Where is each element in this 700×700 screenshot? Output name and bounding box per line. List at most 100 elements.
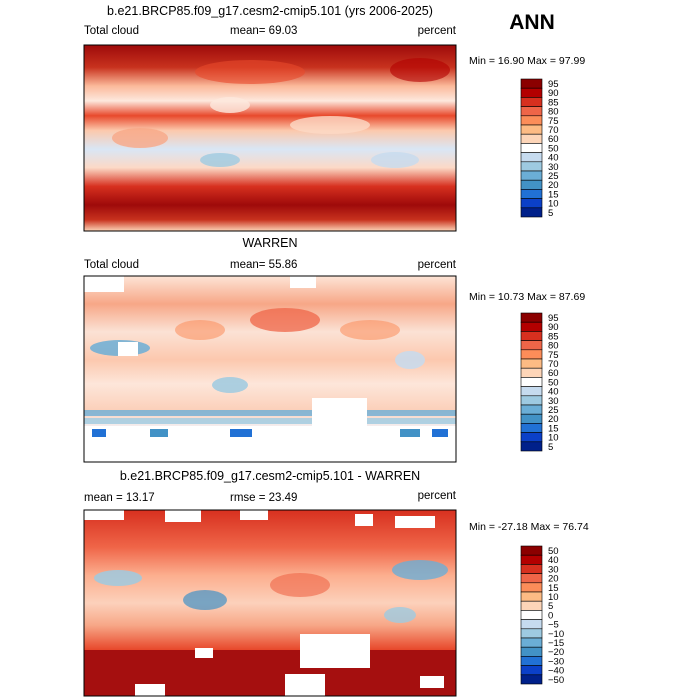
colorbar-swatch <box>520 674 543 685</box>
colorbar-tick-label: 40 <box>548 387 559 398</box>
colorbar-swatch <box>520 133 543 144</box>
panel-model-minmax: Min = 16.90 Max = 97.99 <box>469 55 585 67</box>
colorbar-tick-label: 50 <box>548 377 559 388</box>
colorbar-swatch <box>520 106 543 117</box>
colorbar-swatch <box>520 665 543 676</box>
panel-diff-map <box>84 510 456 696</box>
colorbar-swatch <box>520 358 543 369</box>
colorbar-swatch <box>520 124 543 135</box>
colorbar-tick-label: −5 <box>548 620 559 631</box>
colorbar-tick-label: 75 <box>548 116 559 127</box>
colorbar-swatch <box>520 619 543 630</box>
panel-diff-title: b.e21.BRCP85.f09_g17.cesm2-cmip5.101 - W… <box>120 469 420 483</box>
season-label: ANN <box>509 11 555 34</box>
colorbar-swatch <box>520 321 543 332</box>
colorbar-tick-label: 40 <box>548 153 559 164</box>
panel-obs-frame <box>83 275 457 463</box>
colorbar-tick-label: 80 <box>548 107 559 118</box>
panel-model-mean: mean= 69.03 <box>230 25 297 37</box>
panel-model-frame <box>83 44 457 232</box>
colorbar-swatch <box>520 600 543 611</box>
colorbar-tick-label: 60 <box>548 368 559 379</box>
colorbar-swatch <box>520 610 543 620</box>
colorbar-tick-label: 5 <box>548 442 553 453</box>
colorbar-tick-label: 15 <box>548 189 559 200</box>
colorbar-swatch <box>520 207 543 218</box>
colorbar-swatch <box>520 340 543 351</box>
colorbar-tick-label: 20 <box>548 180 559 191</box>
panel-obs-units: percent <box>418 259 457 271</box>
colorbar-swatch <box>520 349 543 360</box>
panel-diff-frame <box>83 509 457 697</box>
colorbar-tick-label: 50 <box>548 143 559 154</box>
panel-diff-mean: mean = 13.17 <box>84 492 155 504</box>
colorbar-tick-label: 70 <box>548 125 559 136</box>
colorbar-swatch <box>520 404 543 415</box>
panel-obs-variable: Total cloud <box>84 259 139 271</box>
colorbar-swatch <box>520 591 543 602</box>
colorbar-swatch <box>520 367 543 378</box>
colorbar-tick-label: 15 <box>548 583 559 594</box>
colorbar-swatch <box>520 331 543 341</box>
colorbar-swatch <box>520 161 543 172</box>
colorbar-tick-label: 90 <box>548 322 559 333</box>
colorbar-tick-label: −30 <box>548 656 564 667</box>
colorbar-swatch <box>520 646 543 657</box>
colorbar-swatch <box>520 189 543 199</box>
panel-diff-units: percent <box>418 490 457 502</box>
colorbar-swatch <box>520 395 543 406</box>
panel-obs-minmax: Min = 10.73 Max = 87.69 <box>469 291 585 303</box>
colorbar-swatch <box>520 97 543 107</box>
colorbar-tick-label: 95 <box>548 79 559 90</box>
colorbar-tick-label: −20 <box>548 647 564 658</box>
panel-obs: WARREN Total cloud mean= 55.86 percent <box>83 236 585 463</box>
colorbar-tick-label: 20 <box>548 574 559 585</box>
colorbar-swatch <box>520 628 543 639</box>
colorbar-swatch <box>520 143 543 153</box>
panel-model-units: percent <box>418 25 457 37</box>
panel-obs-mean: mean= 55.86 <box>230 259 297 271</box>
colorbar-swatch <box>520 170 543 181</box>
colorbar-tick-label: 70 <box>548 359 559 370</box>
colorbar-swatch <box>520 198 543 209</box>
panel-model-map <box>84 45 456 231</box>
panel-diff: b.e21.BRCP85.f09_g17.cesm2-cmip5.101 - W… <box>83 469 589 697</box>
colorbar-tick-label: 15 <box>548 423 559 434</box>
colorbar-tick-label: 10 <box>548 433 559 444</box>
colorbar-swatch <box>520 152 543 163</box>
colorbar-tick-label: 25 <box>548 405 559 416</box>
colorbar-tick-label: −15 <box>548 638 564 649</box>
colorbar-tick-label: 0 <box>548 610 553 621</box>
colorbar-tick-label: 95 <box>548 313 559 324</box>
colorbar-swatch <box>520 573 543 584</box>
panel-obs-map <box>84 276 456 462</box>
colorbar-tick-label: 30 <box>548 162 559 173</box>
colorbar-tick-label: 85 <box>548 97 559 108</box>
colorbar-swatch <box>520 637 543 648</box>
colorbar-tick-label: 75 <box>548 350 559 361</box>
panel-diff-rmse: rmse = 23.49 <box>230 492 297 504</box>
colorbar-tick-label: 5 <box>548 601 553 612</box>
colorbar-tick-label: 50 <box>548 546 559 557</box>
colorbar-tick-label: −50 <box>548 675 564 686</box>
colorbar-tick-label: 5 <box>548 208 553 219</box>
colorbar-tick-label: 30 <box>548 396 559 407</box>
colorbar-swatch <box>520 545 543 556</box>
colorbar-swatch <box>520 564 543 574</box>
panel-model-variable: Total cloud <box>84 25 139 37</box>
colorbar-swatch <box>520 78 543 89</box>
colorbar-swatch <box>520 582 543 593</box>
colorbar-tick-label: 40 <box>548 555 559 566</box>
colorbar-swatch <box>520 87 543 98</box>
colorbar-swatch <box>520 377 543 387</box>
colorbar-swatch <box>520 386 543 397</box>
colorbar-tick-label: 60 <box>548 134 559 145</box>
colorbar-swatch <box>520 179 543 190</box>
colorbar-tick-label: 90 <box>548 88 559 99</box>
colorbar-tick-label: 10 <box>548 592 559 603</box>
colorbar-tick-label: 25 <box>548 171 559 182</box>
colorbar-tick-label: 10 <box>548 199 559 210</box>
